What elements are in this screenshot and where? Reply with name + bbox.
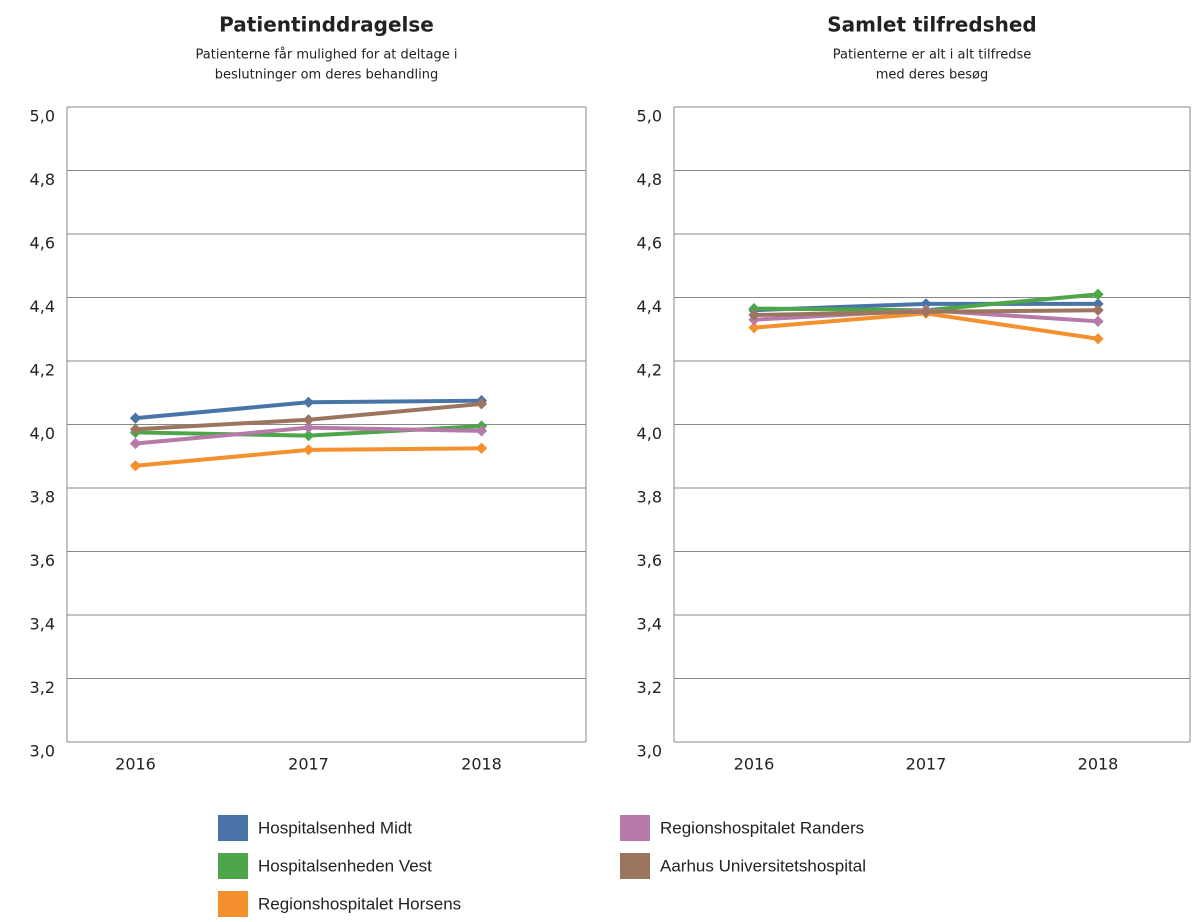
legend-label: Regionshospitalet Horsens bbox=[258, 894, 461, 913]
point-marker bbox=[129, 437, 142, 450]
chart-subtitle: beslutninger om deres behandling bbox=[215, 68, 438, 83]
y-tick-label: 4,4 bbox=[30, 297, 55, 316]
legend-swatch bbox=[218, 853, 248, 879]
y-tick-label: 4,2 bbox=[637, 361, 662, 380]
point-marker bbox=[920, 306, 932, 318]
y-tick-label: 4,4 bbox=[637, 297, 662, 316]
y-tick-label: 4,6 bbox=[637, 234, 662, 253]
point-marker bbox=[748, 302, 760, 315]
chart-subtitle: Patienterne får mulighed for at deltage … bbox=[196, 48, 458, 63]
point-marker bbox=[1092, 333, 1104, 345]
x-tick-label: 2016 bbox=[115, 755, 156, 774]
y-tick-label: 3,0 bbox=[637, 742, 662, 761]
y-tick-label: 3,0 bbox=[30, 742, 55, 761]
point-marker bbox=[129, 460, 142, 472]
chart-subtitle: med deres besøg bbox=[876, 68, 989, 83]
point-marker bbox=[302, 414, 315, 426]
legend-label: Aarhus Universitetshospital bbox=[660, 856, 866, 875]
y-tick-label: 3,2 bbox=[30, 678, 55, 697]
chart-title: Patientinddragelse bbox=[219, 13, 434, 37]
point-marker bbox=[302, 444, 315, 456]
point-marker bbox=[1092, 315, 1104, 327]
chart-title: Samlet tilfredshed bbox=[827, 13, 1036, 37]
y-tick-label: 3,6 bbox=[30, 551, 55, 570]
x-tick-label: 2017 bbox=[906, 755, 947, 774]
y-tick-label: 3,2 bbox=[637, 678, 662, 697]
y-tick-label: 4,6 bbox=[30, 234, 55, 253]
legend-label: Regionshospitalet Randers bbox=[660, 818, 864, 837]
y-tick-label: 4,8 bbox=[30, 170, 55, 189]
point-marker bbox=[475, 442, 488, 454]
y-tick-label: 3,8 bbox=[30, 488, 55, 507]
legend-swatch bbox=[620, 853, 650, 879]
y-tick-label: 5,0 bbox=[637, 107, 662, 126]
point-marker bbox=[1092, 288, 1104, 300]
y-tick-label: 4,0 bbox=[30, 424, 55, 443]
point-marker bbox=[129, 423, 142, 435]
legend-label: Hospitalsenheden Vest bbox=[258, 856, 432, 875]
x-tick-label: 2018 bbox=[1078, 755, 1119, 774]
point-marker bbox=[1092, 304, 1104, 316]
point-marker bbox=[302, 429, 315, 442]
point-marker bbox=[129, 412, 142, 424]
y-tick-label: 3,8 bbox=[637, 488, 662, 507]
x-tick-label: 2018 bbox=[461, 755, 502, 774]
point-marker bbox=[748, 322, 760, 334]
point-marker bbox=[748, 309, 760, 321]
point-marker bbox=[302, 422, 315, 434]
legend-swatch bbox=[218, 891, 248, 917]
y-tick-label: 4,2 bbox=[30, 361, 55, 380]
point-marker bbox=[920, 298, 932, 310]
y-tick-label: 4,8 bbox=[637, 170, 662, 189]
x-tick-label: 2017 bbox=[288, 755, 329, 774]
y-tick-label: 3,4 bbox=[30, 615, 55, 634]
legend-swatch bbox=[218, 815, 248, 841]
y-tick-label: 3,4 bbox=[637, 615, 662, 634]
y-tick-label: 5,0 bbox=[30, 107, 55, 126]
point-marker bbox=[475, 398, 488, 410]
point-marker bbox=[302, 396, 315, 408]
chart-subtitle: Patienterne er alt i alt tilfredse bbox=[833, 48, 1032, 63]
legend-swatch bbox=[620, 815, 650, 841]
y-tick-label: 4,0 bbox=[637, 424, 662, 443]
point-marker bbox=[1092, 298, 1104, 310]
y-tick-label: 3,6 bbox=[637, 551, 662, 570]
point-marker bbox=[475, 425, 488, 437]
x-tick-label: 2016 bbox=[734, 755, 775, 774]
legend-label: Hospitalsenhed Midt bbox=[258, 818, 412, 837]
